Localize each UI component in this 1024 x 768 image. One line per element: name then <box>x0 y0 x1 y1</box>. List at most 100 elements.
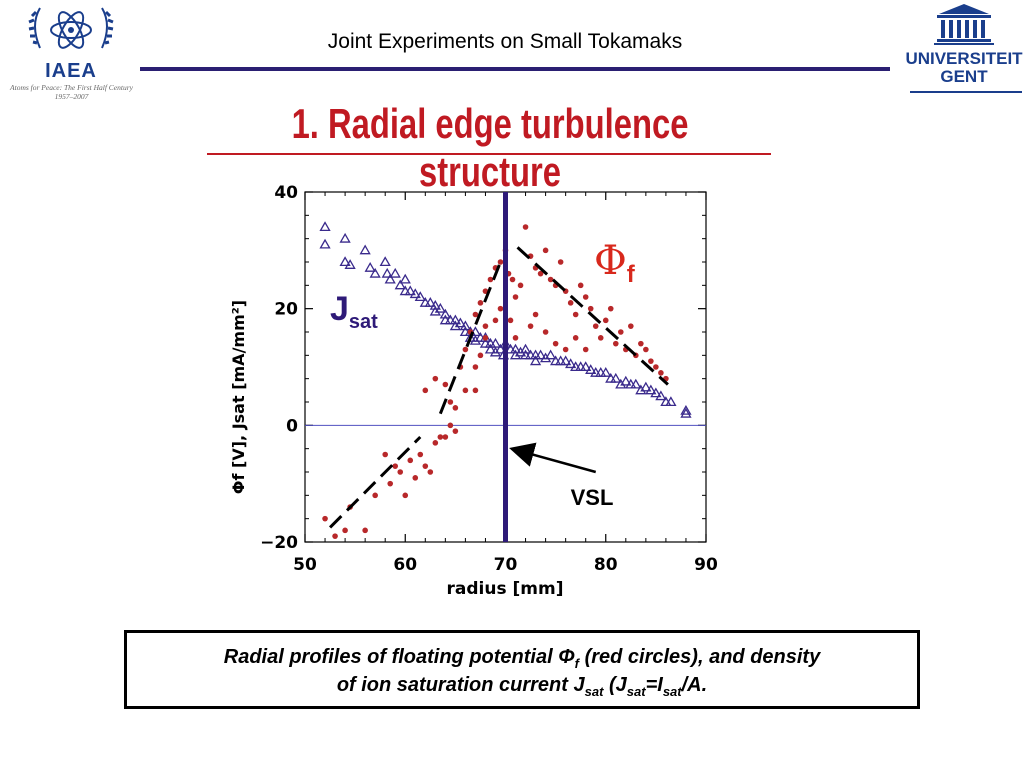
jsat-point <box>469 334 482 345</box>
phi-point <box>472 311 479 318</box>
jsat-point <box>404 285 416 296</box>
phi-point <box>397 469 404 475</box>
caption-l2-sub2: sat <box>626 684 646 699</box>
phi-point <box>492 317 499 324</box>
caption-line-2: of ion saturation current Jsat (Jsat=Isa… <box>139 671 905 699</box>
phi-point <box>462 346 469 353</box>
jsat-point <box>454 317 467 328</box>
jsat-point <box>344 259 356 269</box>
phi-point <box>472 364 479 370</box>
phi-point <box>547 276 554 283</box>
phi-point <box>527 323 534 329</box>
jsat-point <box>489 346 502 357</box>
jsat-point <box>560 355 572 366</box>
phi-point <box>497 305 504 312</box>
phi-point <box>342 527 348 534</box>
phi-point <box>407 457 414 464</box>
jsat-point <box>600 367 612 377</box>
phi-point <box>392 463 399 469</box>
caption-l2-sub3: sat <box>662 684 682 699</box>
x-tick-label: 80 <box>594 555 618 575</box>
phi-point <box>412 475 419 481</box>
fit-line <box>329 435 422 529</box>
jsat-label-sub: sat <box>349 311 378 333</box>
jsat-point <box>339 232 351 243</box>
x-tick-label: 60 <box>393 555 417 575</box>
vsl-label: VSL <box>571 485 614 510</box>
phi-point <box>658 370 664 376</box>
phi-point <box>597 335 604 341</box>
jsat-point <box>449 320 461 331</box>
phi-point <box>322 515 328 522</box>
jsat-point <box>319 221 331 232</box>
phi-point <box>572 335 579 341</box>
jsat-point <box>680 404 692 415</box>
phi-point <box>512 294 519 300</box>
x-axis-label: radius [mm] <box>447 579 564 599</box>
vsl-arrow <box>509 442 597 474</box>
x-tick-label: 50 <box>293 555 317 575</box>
jsat-point <box>384 273 396 284</box>
phi-point <box>509 276 516 283</box>
jsat-point <box>544 349 557 360</box>
y-tick-label: 0 <box>286 416 298 436</box>
phi-point <box>432 440 439 446</box>
jsat-point <box>414 291 426 302</box>
phi-point <box>567 300 574 306</box>
jsat-point <box>389 267 401 278</box>
phi-point <box>452 428 459 434</box>
jsat-point <box>539 352 552 363</box>
phi-point <box>422 463 429 469</box>
phi-point <box>477 300 484 306</box>
phi-point <box>537 270 544 277</box>
phi-point <box>582 346 589 353</box>
phi-point <box>648 358 654 364</box>
phi-point <box>432 375 439 382</box>
caption-l2-c: =I <box>645 674 663 696</box>
phi-point <box>462 387 469 394</box>
jsat-point <box>565 358 577 369</box>
phi-point <box>587 305 594 312</box>
phi-point <box>638 340 644 347</box>
phi-point <box>447 422 454 429</box>
slide-title-underline <box>207 153 771 155</box>
phi-point <box>562 346 569 353</box>
jsat-label: Jsat <box>330 290 378 333</box>
iaea-tagline-line2: 1957–2007 <box>54 92 89 101</box>
y-tick-label: −20 <box>260 533 298 553</box>
jsat-point <box>509 349 522 360</box>
phi-label: Φf <box>594 238 636 288</box>
ugent-logo-line2: GENT <box>940 67 988 86</box>
caption-l1-a: Radial profiles of floating potential Φ <box>223 646 575 668</box>
phi-point <box>607 305 614 312</box>
phi-point <box>577 282 584 289</box>
jsat-point <box>424 297 436 307</box>
jsat-point <box>630 378 642 389</box>
phi-point <box>447 399 454 405</box>
iaea-emblem-icon: IAEA <box>28 7 114 82</box>
y-tick-label: 40 <box>274 183 298 203</box>
jsat-point <box>580 361 592 372</box>
caption-box: Radial profiles of floating potential Φf… <box>124 630 920 709</box>
phi-point <box>582 294 589 300</box>
phi-point <box>437 434 444 440</box>
phi-label-sub: f <box>627 261 636 288</box>
phi-point <box>602 317 609 324</box>
jsat-point <box>640 381 652 392</box>
jsat-point <box>399 273 411 284</box>
jsat-point <box>394 279 406 290</box>
caption-l2-sub1: sat <box>584 684 604 699</box>
fit-line <box>516 246 669 386</box>
jsat-point <box>514 346 527 357</box>
iaea-logo-text: IAEA <box>45 60 97 82</box>
phi-point <box>472 387 479 394</box>
jsat-point <box>650 387 662 398</box>
phi-point <box>552 340 559 347</box>
phi-point <box>628 323 634 329</box>
phi-point <box>417 451 424 458</box>
phi-point <box>452 405 459 411</box>
jsat-point <box>509 343 522 354</box>
caption-l2-b: (J <box>603 674 627 696</box>
phi-point <box>387 480 394 487</box>
header-title: Joint Experiments on Small Tokamaks <box>327 30 683 53</box>
